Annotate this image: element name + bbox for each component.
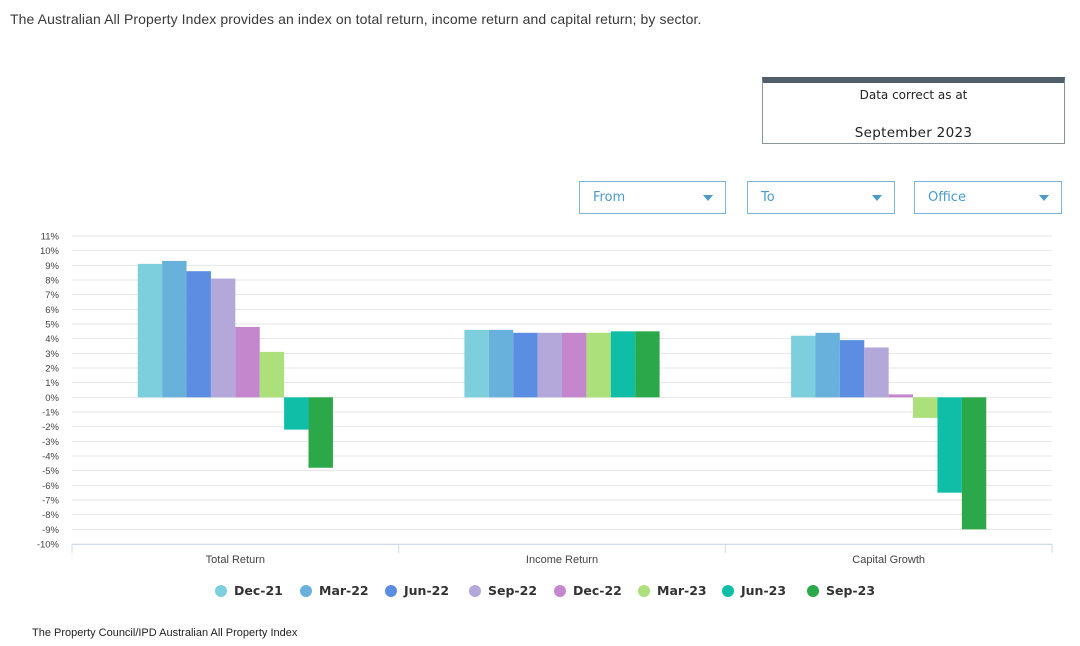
y-tick-label: -4% — [42, 452, 59, 463]
legend-label: Dec-22 — [573, 583, 622, 598]
y-tick-label: -7% — [42, 496, 59, 507]
from-dropdown[interactable]: From — [579, 181, 726, 214]
y-tick-label: -9% — [42, 525, 59, 536]
legend-swatch — [215, 585, 227, 597]
x-category-label: Income Return — [526, 554, 598, 566]
y-tick-label: 8% — [45, 276, 59, 287]
y-tick-label: -3% — [42, 437, 59, 448]
data-date-value: September 2023 — [854, 125, 973, 141]
bar-mar-22 — [162, 260, 187, 398]
legend-label: Jun-22 — [404, 583, 450, 598]
bar-sep-22 — [537, 332, 562, 398]
y-tick-label: -2% — [42, 422, 59, 433]
chevron-down-icon — [703, 195, 713, 201]
bar-dec-21 — [464, 329, 489, 398]
legend-label: Sep-23 — [826, 583, 876, 598]
legend-swatch — [722, 585, 734, 597]
legend-label: Mar-22 — [319, 583, 369, 598]
y-tick-label: 9% — [45, 261, 59, 272]
bar-mar-22 — [488, 329, 514, 398]
bar-sep-23 — [961, 397, 987, 530]
legend-swatch — [300, 585, 312, 597]
bar-jun-23 — [610, 331, 636, 398]
chevron-down-icon — [872, 195, 882, 201]
data-date-box: Data correct as at September 2023 — [762, 77, 1065, 144]
bar-jun-23 — [284, 397, 309, 430]
y-tick-label: 11% — [41, 232, 60, 243]
x-category-label: Total Return — [206, 554, 265, 566]
bar-mar-23 — [913, 397, 938, 418]
chevron-down-icon — [1039, 195, 1049, 201]
y-tick-label: -8% — [42, 510, 59, 521]
y-tick-label: 7% — [45, 290, 59, 301]
bar-dec-21 — [791, 335, 816, 398]
to-dropdown[interactable]: To — [747, 181, 895, 214]
chart-legend: Dec-21 Mar-22 Jun-22 Sep-22 Dec-22 Mar-23 Jun-… — [0, 583, 1080, 601]
y-tick-label: -6% — [42, 481, 59, 492]
bar-chart: 11% 10% 9% 8% 7% 6% 5% 4% 3% 2% 1% 0% -1% -2% -3% -4% -5… — [37, 232, 1053, 566]
y-tick-label: 2% — [45, 364, 59, 375]
y-tick-label: 0% — [45, 393, 59, 404]
bar-sep-22 — [210, 278, 236, 398]
bar-dec-22 — [888, 394, 914, 398]
intro-text: The Australian All Property Index provid… — [10, 11, 702, 27]
legend-swatch — [638, 585, 650, 597]
bar-sep-23 — [635, 331, 660, 398]
bar-jun-22 — [513, 332, 538, 398]
bar-mar-23 — [586, 332, 611, 398]
x-category-label: Capital Growth — [852, 554, 925, 566]
bar-jun-23 — [937, 397, 962, 493]
legend-label: Sep-22 — [488, 583, 538, 598]
y-tick-label: 6% — [45, 305, 59, 316]
sector-dropdown[interactable]: Office — [914, 181, 1062, 214]
legend-swatch — [469, 585, 481, 597]
sector-dropdown-value: Office — [928, 190, 966, 205]
source-note: The Property Council/IPD Australian All … — [32, 627, 298, 639]
legend-label: Dec-21 — [234, 583, 283, 598]
from-dropdown-value: From — [593, 190, 626, 205]
legend-label: Mar-23 — [657, 583, 707, 598]
legend-swatch — [385, 585, 397, 597]
legend-swatch — [554, 585, 566, 597]
y-tick-label: 3% — [45, 349, 59, 360]
y-tick-label: -10% — [37, 540, 60, 551]
bar-dec-22 — [235, 326, 260, 398]
legend-label: Jun-23 — [741, 583, 787, 598]
y-tick-label: 4% — [45, 334, 59, 345]
bar-mar-23 — [259, 351, 285, 398]
bar-mar-22 — [815, 332, 840, 398]
legend-swatch — [807, 585, 819, 597]
bar-dec-21 — [137, 263, 163, 398]
bar-jun-22 — [186, 271, 211, 398]
y-tick-label: -1% — [42, 408, 59, 419]
bar-jun-22 — [839, 340, 865, 398]
y-tick-label: 1% — [45, 378, 59, 389]
y-tick-label: 5% — [45, 320, 59, 331]
to-dropdown-value: To — [761, 190, 775, 205]
data-date-label: Data correct as at — [859, 88, 968, 102]
y-tick-label: -5% — [42, 466, 59, 477]
bar-sep-23 — [308, 397, 333, 468]
y-tick-label: 10% — [40, 246, 60, 257]
bar-dec-22 — [562, 332, 587, 398]
bar-sep-22 — [864, 347, 889, 398]
